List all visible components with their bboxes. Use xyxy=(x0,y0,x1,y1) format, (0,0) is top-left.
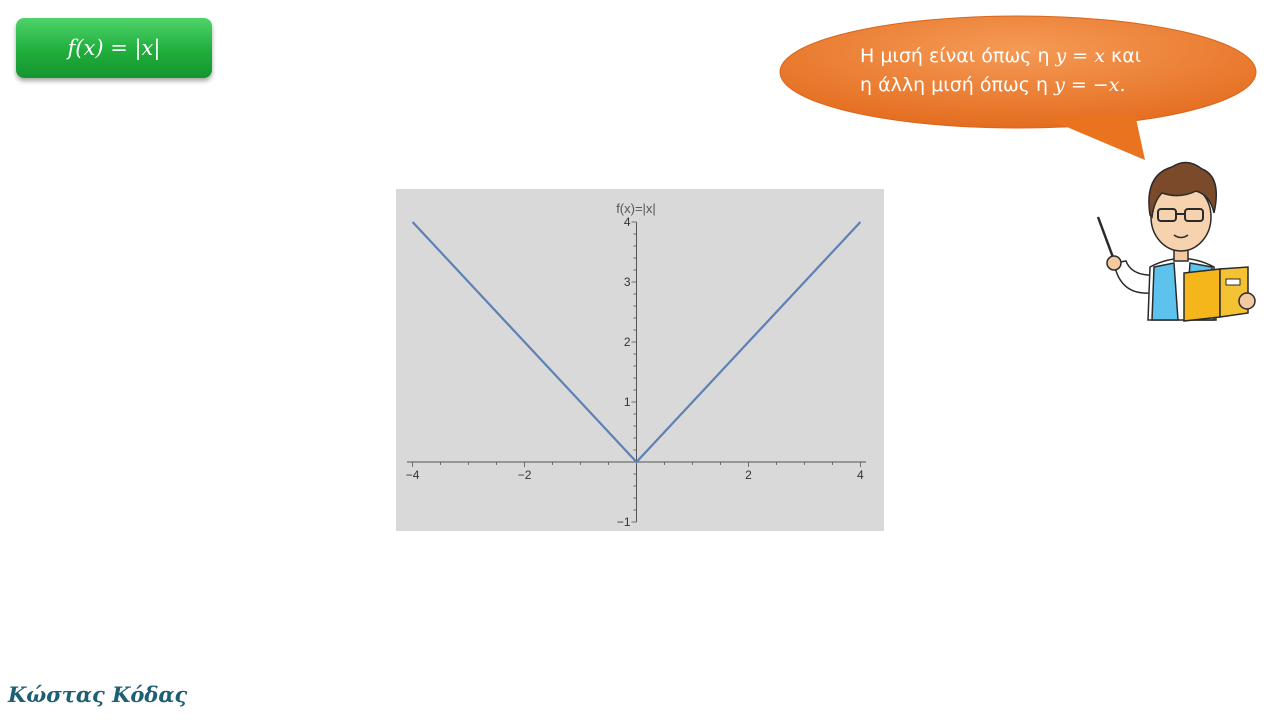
teacher-illustration xyxy=(1092,155,1262,330)
bubble-line-1-math: y = x xyxy=(1055,45,1105,67)
bubble-line-1: Η μισή είναι όπως η y = x και xyxy=(860,42,1220,71)
speech-bubble-shape xyxy=(779,15,1257,160)
bubble-line-1-tail: και xyxy=(1104,45,1142,67)
author-signature: Κώστας Κόδας xyxy=(8,682,188,707)
y-tick-label: 4 xyxy=(624,215,631,229)
y-tick-label: 1 xyxy=(624,395,631,409)
chart-svg: f(x)=|x| −4 −2 2 4 −1 1 2 3 4 xyxy=(396,189,884,531)
teacher-icon xyxy=(1096,161,1256,322)
y-tick-label: 2 xyxy=(624,335,631,349)
chart-series xyxy=(411,221,862,464)
speech-bubble-text: Η μισή είναι όπως η y = x και η άλλη μισ… xyxy=(860,42,1220,100)
abs-function-chart: f(x)=|x| −4 −2 2 4 −1 1 2 3 4 xyxy=(396,189,884,531)
x-tick-label: 4 xyxy=(857,468,864,482)
bubble-line-1-text: Η μισή είναι όπως η xyxy=(860,45,1056,67)
x-tick-label: −2 xyxy=(518,468,532,482)
formula-title: f(x) = |x| xyxy=(67,36,161,60)
y-tick-label: −1 xyxy=(617,515,631,529)
y-tick-label: 3 xyxy=(624,275,631,289)
chart-title: f(x)=|x| xyxy=(616,201,656,216)
bubble-line-2: η άλλη μισή όπως η y = −x. xyxy=(860,71,1220,100)
speech-bubble: Η μισή είναι όπως η y = x και η άλλη μισ… xyxy=(778,14,1268,164)
x-tick-label: −4 xyxy=(406,468,420,482)
x-tick-label: 2 xyxy=(745,468,752,482)
series-line-0 xyxy=(411,221,862,464)
bubble-line-2-text: η άλλη μισή όπως η xyxy=(860,74,1055,96)
formula-title-box: f(x) = |x| xyxy=(16,18,212,78)
bubble-line-2-math: y = −x. xyxy=(1054,74,1126,96)
chart-background xyxy=(396,189,884,531)
chart-ticks: −4 −2 2 4 −1 1 2 3 4 xyxy=(406,215,864,529)
